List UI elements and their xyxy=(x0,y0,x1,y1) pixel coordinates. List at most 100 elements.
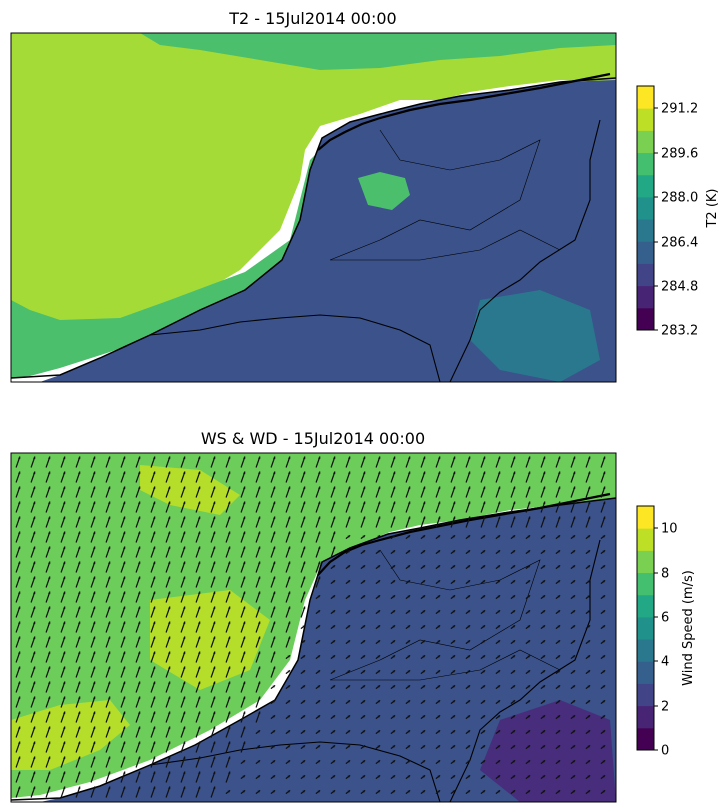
wind-arrow-head xyxy=(197,456,201,460)
wind-arrow-head xyxy=(302,625,306,628)
wind-arrow-head xyxy=(77,621,81,625)
wind-arrow-head xyxy=(122,501,126,505)
wind-arrow-head xyxy=(527,670,531,673)
wind-arrow-head xyxy=(557,535,561,538)
wind-arrow-head xyxy=(347,610,351,613)
wind-arrow-head xyxy=(302,546,306,550)
wind-arrow-head xyxy=(302,606,306,610)
wind-arrow-head xyxy=(92,786,96,790)
wind-arrow-head xyxy=(392,685,396,688)
wind-arrow-head xyxy=(137,456,141,460)
wind-arrow-head xyxy=(467,501,471,505)
wind-arrow-head xyxy=(587,685,591,688)
wind-arrow-head xyxy=(347,456,351,460)
wind-arrow-head xyxy=(497,610,501,613)
wind-arrow-head xyxy=(332,531,336,535)
wind-arrow-head xyxy=(347,655,351,658)
wind-arrow-head xyxy=(152,681,156,685)
wind-arrow-head xyxy=(77,681,81,685)
wind-arrow-head xyxy=(392,640,396,643)
wind-arrow-head xyxy=(527,486,531,490)
wind-arrow-head xyxy=(122,696,126,700)
wind-arrow-head xyxy=(302,655,306,658)
wind-arrow-head xyxy=(197,561,201,565)
wind-arrow-head xyxy=(482,580,486,583)
wind-arrow-head xyxy=(107,786,111,790)
wind-arrow-head xyxy=(482,486,486,490)
wind-arrow-head xyxy=(362,595,366,598)
t2-title: T2 - 15Jul2014 00:00 xyxy=(228,9,396,28)
colorbar-tick-label: 286.4 xyxy=(661,236,698,251)
wind-arrow-head xyxy=(407,595,411,598)
wind-arrow-head xyxy=(557,760,561,763)
wind-arrow-head xyxy=(212,651,216,655)
wind-arrow-head xyxy=(77,711,81,715)
wind-arrow-head xyxy=(392,715,396,718)
wind-arrow-head xyxy=(242,711,246,715)
wind-arrow-head xyxy=(92,651,96,655)
wind-arrow-head xyxy=(407,715,411,718)
wind-arrow-head xyxy=(347,535,351,538)
wind-arrow-head xyxy=(437,471,441,475)
wind-arrow-head xyxy=(17,786,21,790)
wind-arrow-head xyxy=(137,711,141,715)
wind-arrow-head xyxy=(47,696,51,700)
colorbar-tick-label: 0 xyxy=(661,744,669,759)
wind-arrow-head xyxy=(317,471,321,475)
wind-arrow-head xyxy=(122,741,126,745)
wind-arrow-head xyxy=(527,715,531,718)
wind-arrow-head xyxy=(152,666,156,670)
wind-arrow-head xyxy=(557,565,561,568)
wind-arrow-head xyxy=(377,580,381,583)
wind-arrow-head xyxy=(47,681,51,685)
wind-arrow-head xyxy=(377,610,381,613)
colorbar-tick-label: 4 xyxy=(661,655,669,670)
wind-arrow-head xyxy=(422,790,426,793)
wind-arrow-head xyxy=(422,655,426,658)
wind-arrow-head xyxy=(212,786,216,790)
t2-sea-field xyxy=(11,33,616,376)
wind-arrow-head xyxy=(587,625,591,628)
wind-arrow-head xyxy=(512,760,516,763)
wind-arrow-head xyxy=(542,580,546,583)
wind-arrow-head xyxy=(182,786,186,790)
wind-arrow-head xyxy=(467,550,471,553)
wind-arrow-head xyxy=(332,640,336,643)
wind-arrow-head xyxy=(122,786,126,790)
wind-arrow-head xyxy=(242,775,246,778)
wind-arrow-head xyxy=(377,501,381,505)
wind-arrow-head xyxy=(497,670,501,673)
wind-arrow-head xyxy=(347,760,351,763)
wind-arrow-head xyxy=(17,576,21,580)
wind-arrow-head xyxy=(17,486,21,490)
wind-arrow-head xyxy=(527,760,531,763)
wind-arrow-head xyxy=(512,550,516,553)
wind-arrow-head xyxy=(602,685,606,688)
wind-arrow-head xyxy=(602,715,606,718)
wind-arrow-head xyxy=(77,786,81,790)
wind-arrow-head xyxy=(167,501,171,505)
wind-arrow-head xyxy=(77,756,81,760)
wind-arrow-head xyxy=(32,786,36,790)
wind-arrow-head xyxy=(572,456,576,460)
wind-arrow-head xyxy=(392,670,396,673)
wind-arrow-head xyxy=(317,625,321,628)
wind-arrow-head xyxy=(317,760,321,763)
wind-arrow-head xyxy=(17,621,21,625)
t2-border-be xyxy=(149,314,441,382)
wind-arrow-head xyxy=(362,700,366,703)
wind-arrow-head xyxy=(497,685,501,688)
wind-arrow-head xyxy=(467,775,471,778)
wind-arrow-head xyxy=(287,760,291,763)
wind-arrow-head xyxy=(152,531,156,535)
wind-arrow-head xyxy=(437,625,441,628)
wind-arrow-head xyxy=(332,565,336,568)
wind-arrow-head xyxy=(512,516,516,520)
wind-arrow-head xyxy=(227,681,231,685)
wind-arrow-head xyxy=(407,775,411,778)
wind-arrow-head xyxy=(542,640,546,643)
wind-arrow-head xyxy=(242,561,246,565)
wind-arrow-head xyxy=(332,790,336,793)
wind-arrow-head xyxy=(167,666,171,670)
wind-arrow-head xyxy=(152,741,156,745)
